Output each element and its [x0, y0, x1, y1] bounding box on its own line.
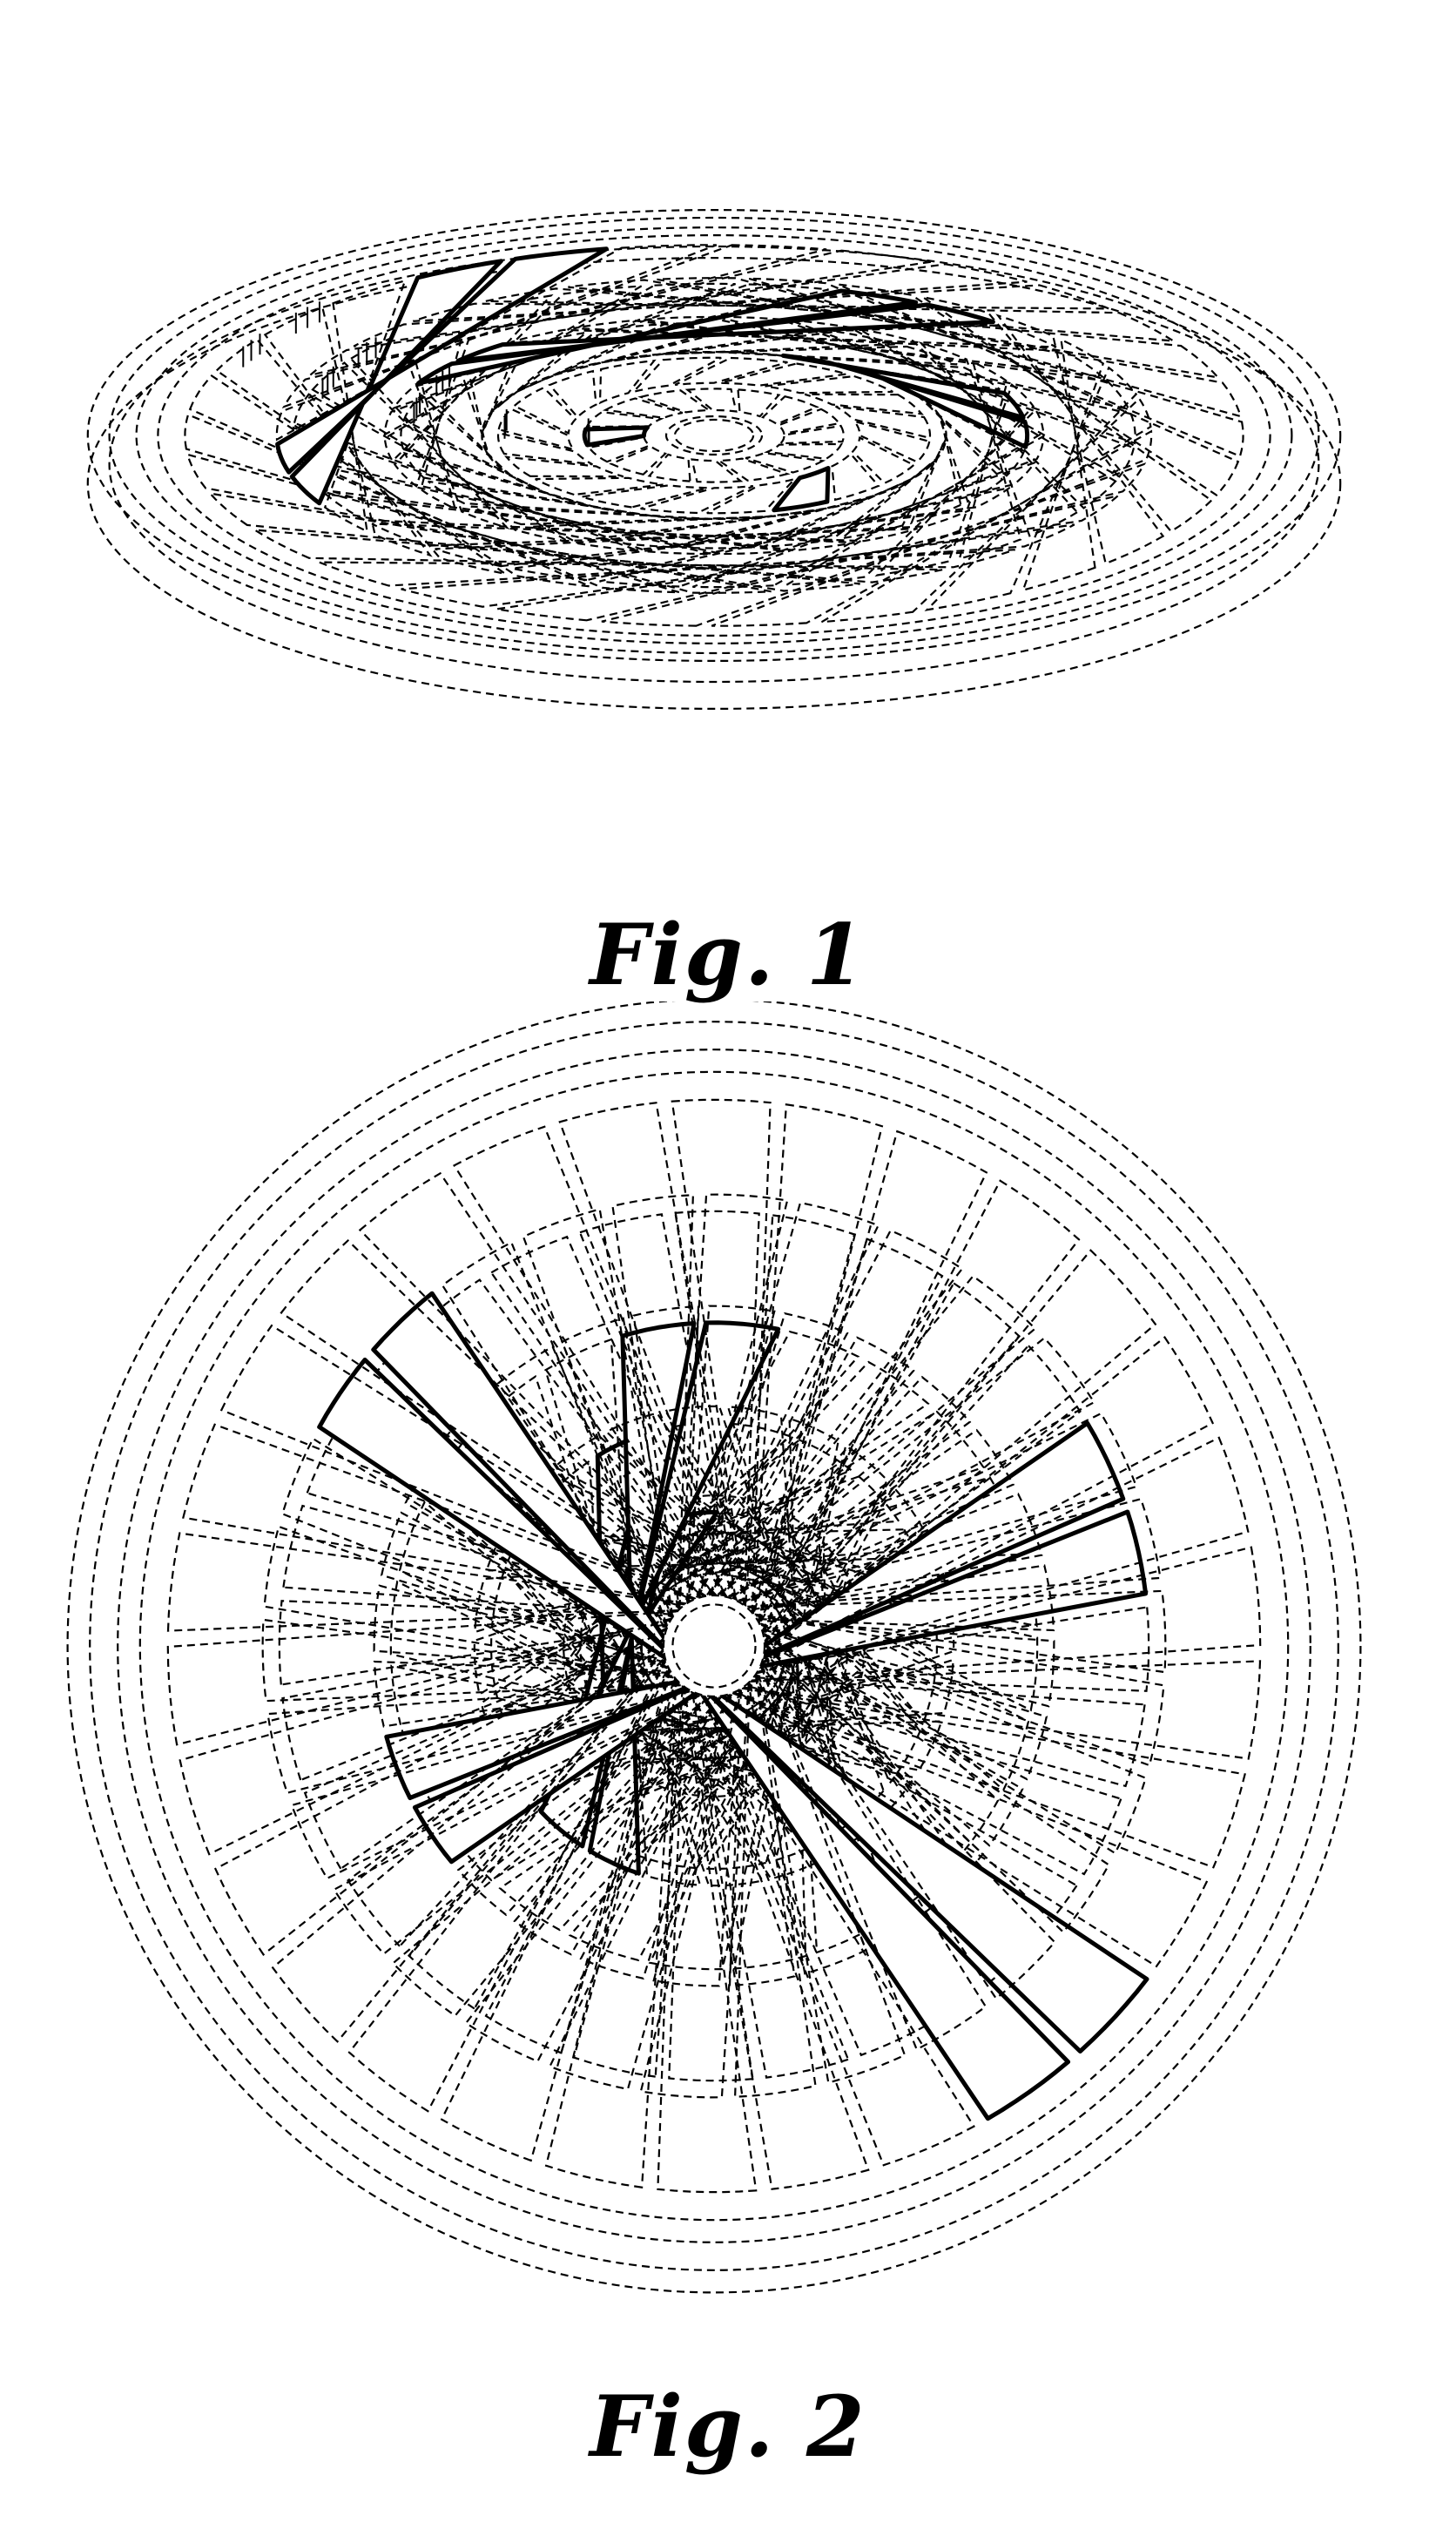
grid-opening	[549, 371, 596, 417]
grid-opening	[711, 431, 1151, 625]
grid-opening	[781, 426, 844, 443]
grid-opening	[854, 422, 929, 462]
grid-opening	[320, 550, 1015, 585]
grid-opening	[745, 453, 822, 472]
grid-opening	[634, 358, 722, 392]
grid-opening	[836, 407, 930, 438]
grid-opening	[393, 1251, 1156, 2016]
grid-opening	[719, 459, 787, 481]
fig-2-top-view-drawing	[0, 1001, 1456, 2360]
center-hub-inner	[675, 420, 753, 451]
grid-opening	[499, 409, 574, 449]
grid-opening	[498, 433, 592, 464]
fig-1-caption: Fig. 1	[0, 906, 1456, 1004]
grid-opening	[650, 455, 691, 482]
grid-opening	[401, 424, 590, 506]
grid-opening	[738, 389, 779, 416]
grid-opening	[765, 376, 893, 393]
grid-opening	[587, 412, 661, 427]
grid-opening	[458, 1345, 1080, 1915]
grid-opening	[720, 364, 846, 386]
grid-opening	[515, 388, 576, 433]
grid-opening	[763, 396, 817, 424]
grid-opening	[641, 390, 709, 412]
grid-opening	[210, 494, 859, 591]
grid-opening	[536, 478, 664, 495]
grid-opening	[832, 454, 879, 500]
grid-opening	[611, 447, 665, 475]
fig-2-caption: Fig. 2	[0, 2377, 1456, 2476]
grid-opening	[426, 369, 509, 474]
grid-opening	[605, 399, 682, 418]
fig-1-perspective-drawing	[0, 0, 1456, 906]
grid-opening	[582, 485, 708, 507]
grid-opening	[767, 444, 841, 459]
highlighted-opening	[584, 428, 647, 445]
grid-opening	[853, 438, 913, 483]
center-hub-inner	[672, 1604, 755, 1687]
grid-opening	[779, 409, 839, 434]
